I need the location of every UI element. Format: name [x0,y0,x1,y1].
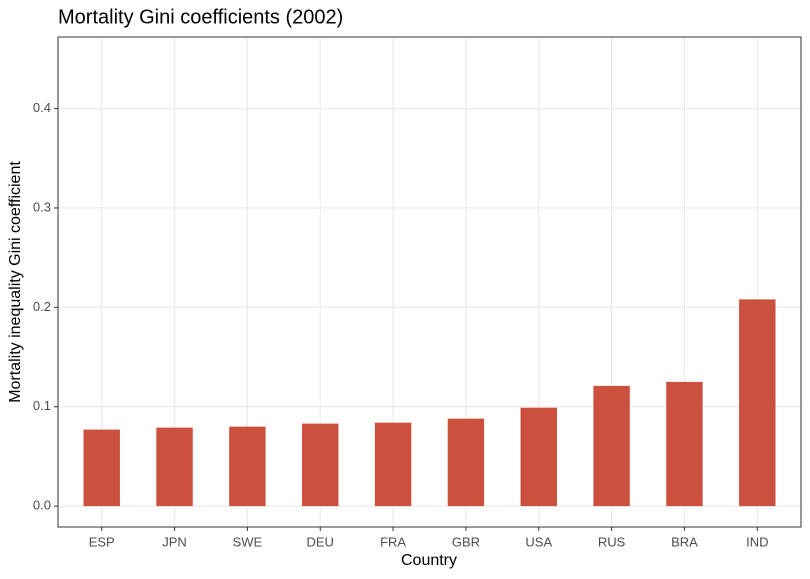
bar [739,299,776,507]
bar [520,407,557,507]
x-tick-label: IND [746,534,768,549]
bar [374,422,412,507]
bar [302,423,339,507]
x-tick-label: USA [525,534,552,549]
bar [447,418,485,507]
y-tick-label: 0.0 [33,498,51,513]
bar [83,429,120,507]
x-tick-label: FRA [380,534,406,549]
bar [156,427,193,507]
bar [666,381,703,507]
x-tick-label: GBR [452,534,480,549]
panel-border [57,36,802,528]
x-tick-label: ESP [89,534,115,549]
y-axis-label: Mortality inequality Gini coefficient [7,161,24,403]
bar [229,426,266,507]
x-tick-label: DEU [307,534,334,549]
x-tick-label: RUS [598,534,626,549]
y-tick-label: 0.3 [33,199,51,214]
y-tick-label: 0.4 [33,100,51,115]
x-tick-label: BRA [671,534,698,549]
y-tick-label: 0.1 [33,398,51,413]
y-tick-label: 0.2 [33,299,51,314]
x-tick-label: SWE [233,534,263,549]
x-axis-label: Country [401,552,457,569]
bar [593,385,630,507]
x-tick-label: JPN [162,534,187,549]
chart-title: Mortality Gini coefficients (2002) [58,6,343,28]
